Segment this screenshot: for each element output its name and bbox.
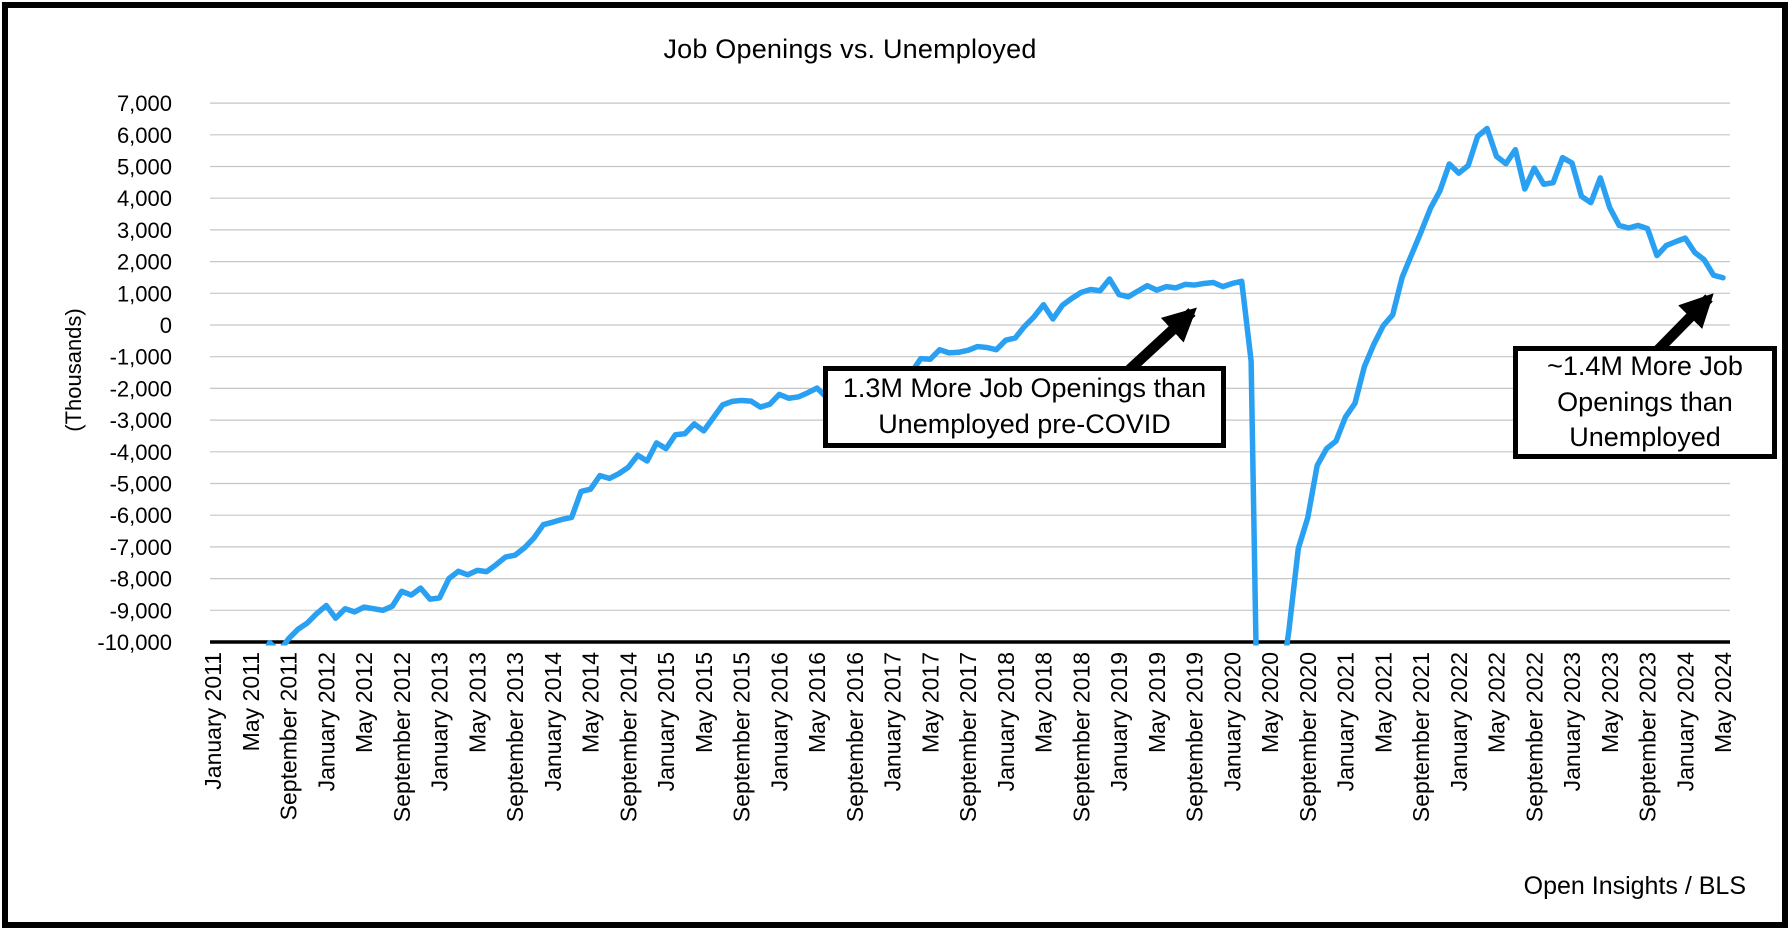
y-tick-label: -7,000	[110, 535, 172, 560]
y-tick-label: 7,000	[117, 91, 172, 116]
x-tick-label: January 2019	[1106, 652, 1132, 791]
y-tick-label: 2,000	[117, 250, 172, 275]
x-tick-label: May 2018	[1031, 652, 1057, 753]
source-credit: Open Insights / BLS	[1523, 872, 1746, 900]
x-tick-label: September 2013	[502, 652, 528, 822]
y-tick-label: -1,000	[110, 345, 172, 370]
x-tick-label: January 2013	[427, 652, 453, 791]
y-tick-label: -8,000	[110, 567, 172, 592]
y-tick-label: -2,000	[110, 376, 172, 401]
x-tick-label: September 2011	[276, 652, 302, 820]
y-tick-labels: 7,000 6,000 5,000 4,000 3,000 2,000 1,000 0 -1,0…	[97, 91, 172, 655]
x-tick-label: May 2020	[1257, 652, 1283, 753]
x-tick-label: January 2021	[1333, 652, 1359, 791]
x-tick-label: May 2021	[1370, 652, 1396, 753]
x-tick-label: January 2022	[1446, 652, 1472, 791]
x-tick-label: January 2018	[993, 652, 1019, 791]
y-tick-label: 0	[160, 313, 172, 338]
x-tick-label: January 2014	[540, 652, 566, 792]
x-tick-label: September 2023	[1635, 652, 1661, 822]
x-tick-label: May 2015	[691, 652, 717, 753]
x-tick-label: May 2013	[464, 652, 490, 753]
x-tick-label: May 2024	[1710, 652, 1736, 753]
y-tick-label: 3,000	[117, 218, 172, 243]
x-tick-label: September 2015	[729, 652, 755, 822]
x-tick-label: September 2018	[1068, 652, 1094, 822]
y-tick-label: -10,000	[97, 630, 172, 655]
x-tick-label: May 2014	[578, 652, 604, 753]
y-tick-label: -4,000	[110, 440, 172, 465]
annotation-precovid-arrow	[1124, 307, 1197, 375]
x-tick-label: January 2020	[1219, 652, 1245, 791]
x-tick-label: May 2022	[1484, 652, 1510, 753]
x-tick-label: May 2023	[1597, 652, 1623, 753]
annotation-current-arrow	[1652, 293, 1714, 356]
x-tick-label: September 2012	[389, 652, 415, 822]
y-axis-title: (Thousands)	[61, 308, 86, 432]
x-tick-label: September 2020	[1295, 652, 1321, 822]
y-tick-label: 5,000	[117, 155, 172, 180]
x-tick-label: January 2015	[653, 652, 679, 791]
x-tick-label: May 2016	[804, 652, 830, 753]
x-tick-labels: January 2011 May 2011 September 2011 Januar…	[200, 652, 1736, 822]
chart-title: Job Openings vs. Unemployed	[663, 34, 1037, 64]
annotation-current-callout: ~1.4M More Job Openings than Unemployed	[1513, 346, 1777, 459]
x-tick-label: September 2017	[955, 652, 981, 822]
y-tick-label: 1,000	[117, 281, 172, 306]
y-tick-label: -5,000	[110, 472, 172, 497]
x-tick-label: May 2011	[238, 652, 264, 751]
x-tick-label: September 2021	[1408, 652, 1434, 822]
annotation-current-text: ~1.4M More Job Openings than Unemployed	[1547, 350, 1743, 453]
x-tick-label: January 2012	[313, 652, 339, 791]
series-line-openings-minus-unemployed	[265, 125, 1726, 646]
x-tick-label: January 2024	[1672, 652, 1698, 792]
x-tick-label: May 2012	[351, 652, 377, 753]
x-tick-label: September 2014	[615, 652, 641, 822]
x-tick-label: September 2019	[1182, 652, 1208, 822]
y-tick-label: -3,000	[110, 408, 172, 433]
x-tick-label: January 2016	[766, 652, 792, 791]
x-tick-label: May 2017	[917, 652, 943, 753]
y-tick-label: 6,000	[117, 123, 172, 148]
x-tick-label: May 2019	[1144, 652, 1170, 753]
annotation-precovid-callout: 1.3M More Job Openings than Unemployed p…	[823, 366, 1226, 448]
y-tick-label: -9,000	[110, 598, 172, 623]
annotation-precovid-text: 1.3M More Job Openings than Unemployed p…	[842, 373, 1207, 439]
x-tick-label: January 2023	[1559, 652, 1585, 791]
x-tick-label: January 2011	[200, 652, 226, 790]
x-tick-label: January 2017	[880, 652, 906, 791]
x-tick-label: September 2022	[1521, 652, 1547, 822]
gridlines	[210, 102, 1730, 611]
y-tick-label: 4,000	[117, 186, 172, 211]
x-tick-label: September 2016	[842, 652, 868, 822]
y-tick-label: -6,000	[110, 503, 172, 528]
